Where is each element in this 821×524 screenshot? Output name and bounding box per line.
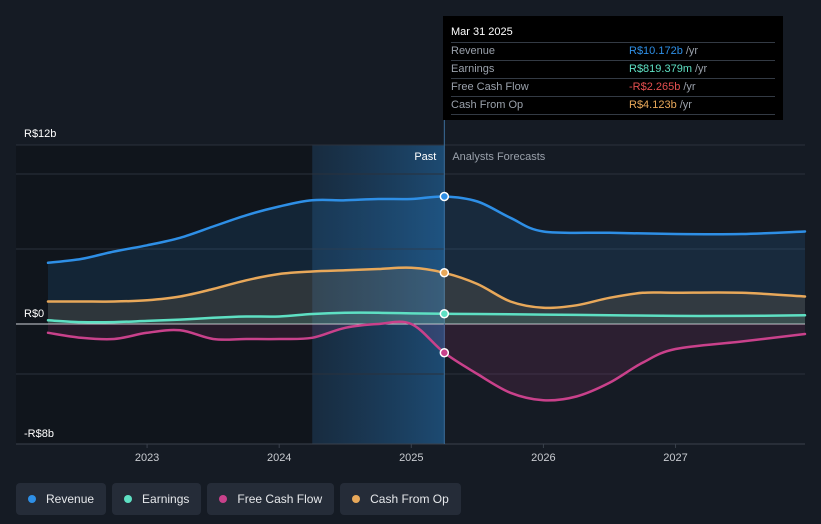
tooltip-unit: /yr [683, 81, 696, 93]
free-cash-flow-area [48, 321, 805, 401]
legend-item-revenue[interactable]: Revenue [16, 483, 107, 515]
x-tick-label: 2025 [399, 452, 423, 464]
y-tick-label: R$12b [24, 128, 56, 140]
cash-from-op-area [48, 267, 805, 324]
legend-item-free-cash-flow[interactable]: Free Cash Flow [207, 483, 335, 515]
recent-past-shade [312, 145, 445, 444]
tooltip-label: Earnings [451, 63, 495, 75]
past-label: Past [414, 151, 436, 163]
cash-from-op-line [46, 266, 807, 310]
tooltip-value: R$819.379m [629, 63, 692, 75]
tooltip-row-earnings: Earnings R$819.379m /yr [451, 61, 775, 79]
past-panel [16, 145, 313, 444]
legend-label: Earnings [142, 492, 190, 506]
free-cash-flow-marker [439, 348, 450, 358]
legend-item-earnings[interactable]: Earnings [112, 483, 202, 515]
tooltip-label: Free Cash Flow [451, 81, 529, 93]
legend-item-cash-from-op[interactable]: Cash From Op [340, 483, 461, 515]
revenue-line [46, 195, 807, 265]
legend-dot-icon [219, 495, 228, 503]
tooltip-unit: /yr [685, 45, 699, 57]
tooltip-row-revenue: Revenue R$10.172b /yr [451, 43, 775, 61]
legend-dot-icon [28, 495, 36, 503]
tooltip-unit: /yr [679, 99, 692, 111]
x-tick-label: 2024 [267, 452, 291, 464]
y-tick-label: R$0 [24, 308, 44, 320]
tooltip-row-free-cash-flow: Free Cash Flow -R$2.265b /yr [451, 79, 775, 97]
tooltip: Mar 31 2025 Revenue R$10.172b /yr Earnin… [443, 16, 783, 120]
free-cash-flow-line [46, 320, 807, 402]
tooltip-unit: /yr [695, 63, 708, 75]
legend-dot-icon [352, 495, 361, 503]
tooltip-value: R$10.172b [629, 45, 683, 57]
tooltip-value: -R$2.265b [629, 81, 681, 93]
tooltip-date: Mar 31 2025 [451, 24, 775, 43]
legend-label: Free Cash Flow [237, 492, 323, 506]
legend-dot-icon [124, 495, 133, 503]
revenue-marker [439, 191, 450, 202]
tooltip-label: Revenue [451, 45, 496, 57]
cash-from-op-marker [439, 268, 450, 278]
legend-label: Revenue [46, 492, 95, 506]
y-tick-label: -R$8b [24, 428, 54, 440]
tooltip-label: Cash From Op [451, 99, 524, 111]
earnings-line [46, 311, 807, 324]
x-tick-label: 2023 [135, 452, 159, 464]
x-tick-label: 2027 [663, 452, 687, 464]
earnings-marker [439, 309, 450, 319]
tooltip-value: R$4.123b [629, 99, 677, 111]
x-tick-label: 2026 [531, 452, 555, 464]
revenue-area [48, 196, 805, 324]
tooltip-row-cash-from-op: Cash From Op R$4.123b /yr [451, 97, 775, 115]
legend: Revenue Earnings Free Cash Flow Cash Fro… [16, 483, 461, 515]
legend-label: Cash From Op [370, 492, 449, 506]
forecast-label: Analysts Forecasts [452, 151, 545, 163]
